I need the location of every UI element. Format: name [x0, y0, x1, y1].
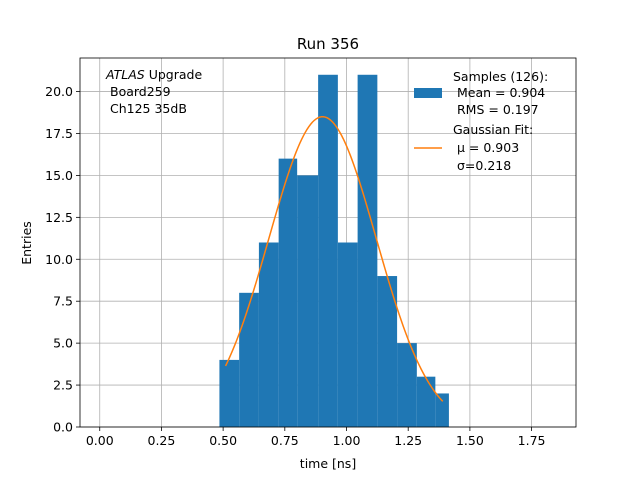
plot-frame — [79, 57, 577, 428]
annotation-atlas: ATLAS — [105, 67, 145, 82]
legend-fit-mu: μ = 0.903 — [457, 140, 519, 155]
histogram-bar — [435, 393, 449, 427]
annotation-line-3: Ch125 35dB — [110, 101, 187, 116]
x-tick-label: 0.00 — [86, 433, 114, 448]
histogram-bar — [297, 175, 319, 427]
histogram-bar — [219, 359, 240, 427]
legend-samples-rms: RMS = 0.197 — [457, 102, 539, 117]
x-tick-label: 0.75 — [271, 433, 299, 448]
histogram-bar — [318, 74, 338, 427]
y-tick-label: 17.5 — [45, 126, 73, 141]
legend-samples-label: Samples (126): — [453, 69, 548, 84]
y-tick-label: 5.0 — [53, 336, 73, 351]
y-tick-label: 12.5 — [45, 210, 73, 225]
y-axis-ticks: 0.0 2.5 5.0 7.5 10.0 12.5 15.0 17.5 20.0 — [45, 84, 80, 435]
legend-samples-swatch — [414, 88, 442, 98]
histogram-bar — [258, 242, 279, 427]
annotation-upgrade: Upgrade — [145, 67, 203, 82]
x-tick-label: 1.25 — [394, 433, 422, 448]
y-tick-label: 7.5 — [53, 294, 73, 309]
y-axis-label: Entries — [19, 221, 34, 265]
histogram-bars — [219, 74, 449, 428]
chart-title: Run 356 — [297, 35, 359, 53]
histogram-bar — [337, 242, 358, 427]
legend-fit-sigma: σ=0.218 — [457, 158, 511, 173]
gaussian-fit-curve — [224, 115, 444, 402]
legend-fit-label: Gaussian Fit: — [453, 122, 533, 137]
histogram-bar — [377, 276, 398, 427]
annotation-line-1: ATLAS Upgrade — [105, 67, 202, 82]
annotation-line-2: Board259 — [110, 84, 171, 99]
y-tick-label: 10.0 — [45, 252, 73, 267]
x-tick-label: 1.00 — [333, 433, 361, 448]
x-tick-label: 1.50 — [456, 433, 484, 448]
legend: Samples (126): Mean = 0.904 RMS = 0.197 … — [414, 69, 548, 173]
x-axis-ticks: 0.00 0.25 0.50 0.75 1.00 1.25 1.50 1.75 — [86, 427, 546, 448]
legend-samples-mean: Mean = 0.904 — [457, 85, 545, 100]
x-axis-label: time [ns] — [300, 456, 356, 471]
y-tick-label: 2.5 — [53, 378, 73, 393]
histogram-bar — [357, 74, 378, 427]
atlas-annotation: ATLAS Upgrade Board259 Ch125 35dB — [105, 67, 202, 116]
y-tick-label: 20.0 — [45, 84, 73, 99]
y-tick-label: 0.0 — [53, 420, 73, 435]
histogram-bar — [278, 158, 298, 428]
y-tick-label: 15.0 — [45, 168, 73, 183]
histogram-bar — [397, 343, 417, 427]
x-tick-label: 0.25 — [148, 433, 176, 448]
histogram-bar — [239, 292, 259, 427]
x-tick-label: 1.75 — [518, 433, 546, 448]
x-tick-label: 0.50 — [209, 433, 237, 448]
histogram-bar — [416, 376, 436, 427]
